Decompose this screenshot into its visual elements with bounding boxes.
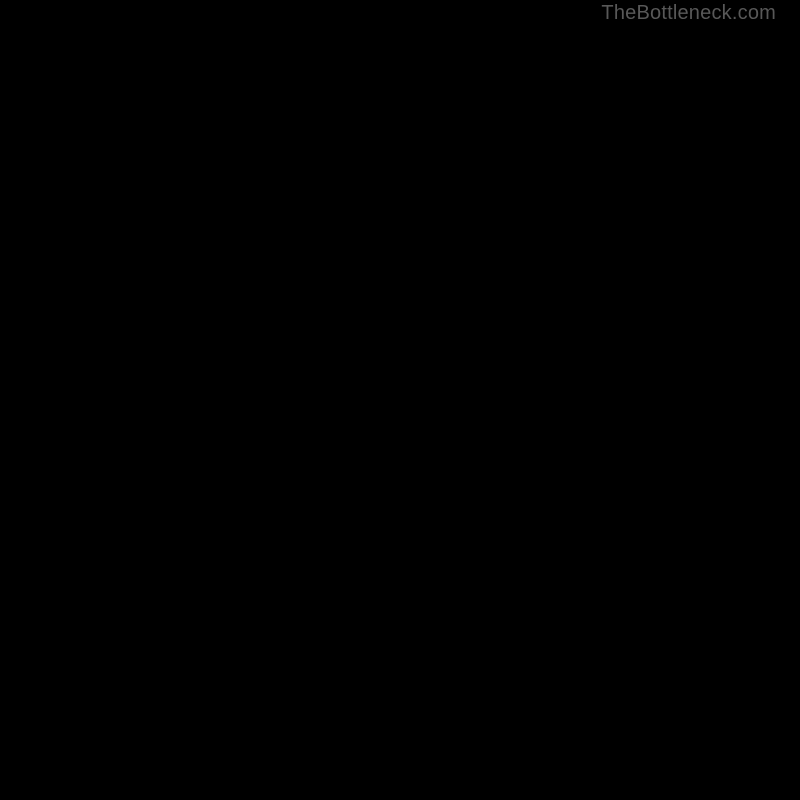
watermark-text: TheBottleneck.com (601, 2, 776, 25)
frame: TheBottleneck.com (0, 0, 800, 800)
heatmap-canvas (0, 0, 800, 800)
